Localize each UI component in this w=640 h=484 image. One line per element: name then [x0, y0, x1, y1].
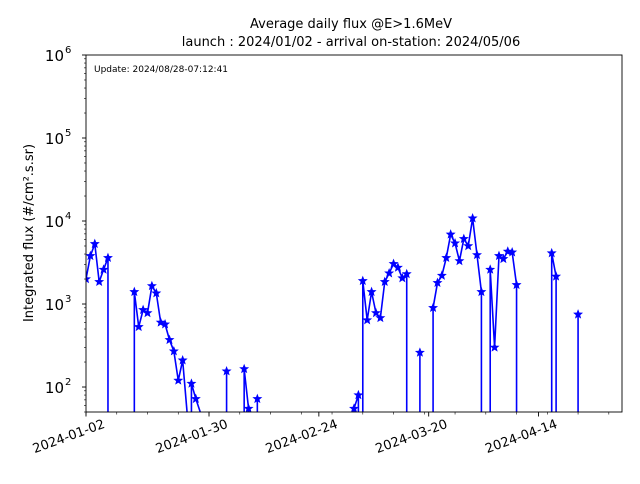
series-line: [133, 285, 188, 412]
series-line: [361, 263, 408, 412]
y-tick-label-exponent: 3: [65, 294, 71, 305]
data-point-marker: [160, 319, 171, 329]
data-point-marker: [168, 345, 179, 356]
data-point-marker: [151, 287, 162, 298]
data-point-marker: [89, 238, 100, 249]
data-point-marker: [349, 403, 359, 412]
y-tick-label-exponent: 6: [65, 45, 71, 56]
series-lines: [86, 217, 579, 412]
data-point-marker: [177, 355, 188, 365]
data-point-marker: [551, 271, 562, 281]
y-tick-label: 10: [45, 296, 64, 314]
data-point-marker: [450, 237, 461, 248]
data-point-marker: [414, 347, 425, 357]
x-tick-label: 2024-01-30: [154, 417, 230, 457]
data-point-marker: [173, 375, 184, 385]
data-point-marker: [155, 317, 166, 327]
data-point-marker: [485, 264, 496, 274]
data-point-marker: [370, 307, 381, 318]
x-tick-label: 2024-03-20: [374, 417, 450, 457]
series-line: [190, 382, 201, 412]
data-point-marker: [463, 240, 474, 251]
y-tick-label: 10: [45, 379, 64, 397]
data-point-marker: [428, 302, 439, 313]
data-point-marker: [243, 403, 254, 412]
data-point-marker: [252, 393, 263, 404]
data-point-marker: [239, 363, 250, 374]
data-point-marker: [142, 307, 153, 318]
data-point-marker: [392, 262, 403, 272]
data-point-marker: [366, 286, 377, 297]
y-tick-label-exponent: 5: [65, 128, 71, 139]
data-point-marker: [379, 276, 390, 287]
data-point-marker: [102, 252, 113, 263]
data-point-marker: [432, 277, 443, 288]
data-point-marker: [498, 253, 509, 264]
data-point-marker: [507, 247, 518, 257]
data-point-marker: [86, 273, 91, 284]
series-line: [489, 250, 518, 412]
y-axis-label: Integrated flux (#/cm².s.sr): [22, 144, 37, 322]
data-point-marker: [133, 321, 144, 332]
data-point-marker: [511, 279, 522, 290]
data-point-marker: [362, 314, 373, 325]
data-point-marker: [186, 378, 197, 388]
y-tick-label: 10: [45, 130, 64, 148]
chart-title-line2: launch : 2024/01/02 - arrival on-station…: [182, 35, 520, 50]
data-point-marker: [441, 252, 452, 263]
data-point-marker: [489, 342, 500, 352]
plot-frame: [85, 54, 623, 413]
y-tick-label: 10: [45, 213, 64, 231]
y-tick-label-exponent: 4: [65, 211, 71, 222]
data-point-marker: [445, 229, 456, 239]
data-point-marker: [458, 233, 469, 244]
data-point-marker: [375, 312, 386, 323]
x-tick-label: 2024-04-14: [483, 417, 559, 457]
data-point-marker: [384, 267, 395, 278]
data-point-marker: [454, 255, 465, 266]
data-point-marker: [86, 250, 96, 261]
data-point-marker: [388, 258, 399, 269]
data-point-marker: [94, 276, 105, 287]
x-tick-label: 2024-01-02: [31, 417, 107, 457]
data-point-marker: [146, 280, 157, 291]
x-tick-label: 2024-02-24: [264, 417, 340, 457]
data-point-marker: [401, 268, 412, 279]
series-line: [550, 252, 557, 412]
data-point-marker: [164, 334, 175, 345]
y-tick-label-exponent: 2: [65, 377, 71, 388]
data-point-marker: [476, 286, 487, 297]
data-point-marker: [573, 309, 584, 319]
data-point-marker: [190, 393, 201, 404]
data-point-marker: [129, 286, 140, 297]
data-point-marker: [472, 249, 482, 260]
data-point-marker: [546, 247, 557, 258]
data-point-marker: [221, 365, 232, 376]
series-line: [432, 217, 483, 412]
data-point-marker: [353, 389, 364, 400]
series-markers: [86, 213, 584, 412]
y-tick-label: 10: [45, 47, 64, 65]
data-point-marker: [98, 264, 109, 274]
data-point-marker: [436, 270, 447, 280]
data-point-marker: [357, 275, 368, 286]
data-point-marker: [467, 213, 478, 223]
chart-title-line1: Average daily flux @E>1.6MeV: [250, 17, 452, 32]
data-point-marker: [494, 250, 504, 261]
update-timestamp: Update: 2024/08/28-07:12:41: [94, 65, 228, 75]
